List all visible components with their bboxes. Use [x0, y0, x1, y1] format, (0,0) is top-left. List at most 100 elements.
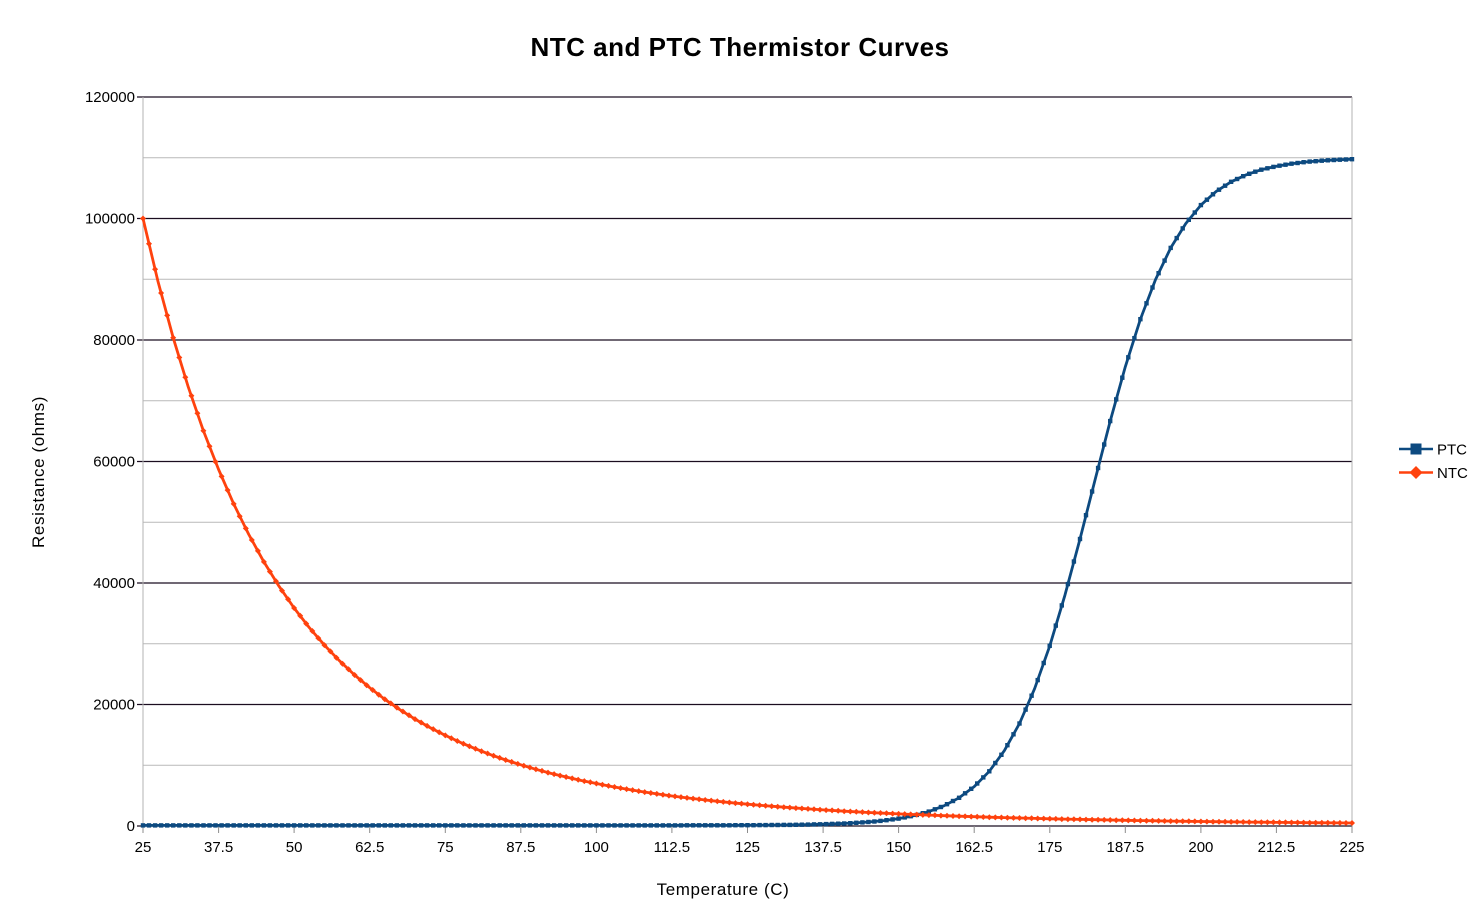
ptc-marker: [612, 823, 617, 828]
ptc-marker: [497, 823, 502, 828]
ptc-marker: [455, 823, 460, 828]
ptc-marker: [291, 823, 297, 828]
ptc-marker: [171, 823, 176, 828]
ptc-marker: [249, 823, 254, 828]
ntc-marker: [1113, 817, 1120, 824]
ptc-marker: [969, 786, 974, 791]
ptc-marker: [1083, 513, 1089, 518]
ntc-marker: [1349, 820, 1355, 826]
ntc-marker: [1131, 817, 1138, 824]
ntc-marker: [454, 738, 461, 744]
ntc-marker: [1300, 819, 1307, 826]
ntc-marker: [956, 813, 963, 820]
ntc-marker: [406, 712, 412, 719]
ptc-marker: [576, 823, 581, 828]
ntc-marker: [726, 799, 733, 806]
ntc-marker: [273, 578, 279, 585]
ntc-marker: [279, 587, 285, 594]
ntc-marker: [847, 808, 854, 815]
ptc-marker: [310, 823, 315, 828]
ntc-marker: [1173, 818, 1180, 825]
ptc-marker: [352, 823, 357, 828]
ntc-marker: [496, 754, 503, 761]
ntc-marker: [611, 784, 618, 790]
ntc-marker: [557, 772, 564, 779]
ptc-marker: [382, 823, 387, 828]
ntc-marker: [224, 487, 231, 494]
ptc-marker: [1126, 355, 1131, 360]
ntc-marker: [1167, 818, 1174, 825]
axis-labels-group: 0 20000 40000 60000 80000 100000 120000 25 37.5 5…: [85, 89, 1365, 856]
ptc-marker: [406, 823, 412, 828]
x-tick-label: 200: [1188, 839, 1213, 856]
x-tick-label: 112.5: [654, 839, 690, 856]
ntc-marker: [919, 811, 926, 818]
ntc-marker: [575, 776, 582, 783]
ptc-marker: [1289, 161, 1294, 166]
ptc-marker: [1271, 164, 1276, 170]
ntc-marker: [786, 804, 793, 811]
ptc-marker: [1234, 176, 1240, 182]
ptc-marker: [987, 769, 992, 774]
ntc-marker: [484, 750, 491, 757]
ntc-marker: [303, 620, 310, 627]
y-tick-label: 0: [127, 818, 135, 835]
ptc-marker: [1108, 418, 1113, 424]
ptc-marker: [563, 823, 569, 828]
ptc-marker: [1247, 171, 1252, 176]
ntc-marker: [798, 805, 805, 812]
ntc-marker: [1040, 815, 1047, 822]
ptc-marker: [1095, 465, 1101, 471]
ptc-marker: [1156, 271, 1161, 276]
legend-diamond-marker: [1409, 466, 1423, 479]
ptc-marker: [932, 807, 938, 812]
ptc-marker: [981, 775, 986, 780]
ptc-marker: [775, 822, 780, 828]
ntc-marker: [418, 719, 425, 726]
ptc-marker: [279, 823, 285, 828]
ntc-marker: [835, 807, 842, 814]
ptc-marker: [364, 823, 369, 828]
ntc-marker: [931, 812, 938, 819]
ntc-marker: [520, 762, 527, 769]
ntc-marker: [1252, 819, 1259, 826]
ntc-marker: [678, 794, 684, 801]
ntc-marker: [1343, 820, 1349, 826]
ntc-marker: [805, 805, 811, 812]
ntc-marker: [750, 801, 757, 808]
ptc-marker: [1277, 163, 1282, 168]
x-tick-label: 187.5: [1107, 839, 1145, 856]
ptc-marker: [1283, 162, 1288, 167]
ptc-marker: [642, 823, 647, 828]
ptc-marker: [745, 823, 750, 828]
x-tick-label: 212.5: [1258, 839, 1296, 856]
ntc-marker: [1210, 818, 1216, 825]
ptc-marker: [1186, 217, 1191, 222]
ptc-curve: [141, 157, 1354, 827]
ptc-marker: [1138, 317, 1143, 322]
ptc-marker: [1349, 157, 1355, 162]
ntc-marker: [811, 806, 817, 813]
ptc-marker: [400, 823, 406, 828]
ntc-marker: [1264, 819, 1271, 826]
ntc-marker: [502, 757, 509, 763]
ntc-marker: [1010, 814, 1017, 821]
ntc-marker: [1179, 818, 1186, 825]
ptc-marker: [201, 823, 206, 828]
ptc-marker: [848, 821, 853, 826]
legend: PTC NTC: [1399, 442, 1468, 482]
ntc-marker: [285, 596, 292, 603]
ntc-marker: [297, 612, 304, 619]
ptc-marker: [1307, 159, 1312, 164]
x-tick-label: 50: [286, 839, 303, 856]
ntc-marker: [248, 537, 255, 543]
ntc-marker: [1270, 819, 1277, 826]
ntc-marker: [829, 807, 836, 814]
ntc-marker: [424, 722, 431, 729]
ptc-marker: [243, 823, 248, 828]
ptc-marker: [322, 823, 327, 828]
ptc-series: [140, 157, 1355, 828]
ptc-marker: [195, 823, 200, 828]
ptc-marker: [1114, 397, 1119, 402]
